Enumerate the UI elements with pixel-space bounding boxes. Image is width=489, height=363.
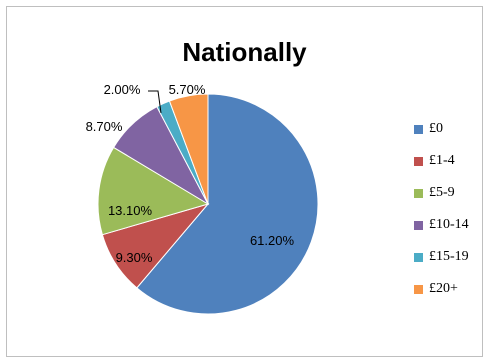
legend-label: £20+ <box>429 281 458 296</box>
legend-item: £1-4 <box>414 152 484 170</box>
data-label: 13.10% <box>108 203 153 218</box>
legend-label: £10-14 <box>429 217 469 232</box>
legend-item: £10-14 <box>414 216 484 234</box>
chart-legend: £0 £1-4 £5-9 £10-14 £15-19 £20+ <box>414 120 484 312</box>
legend-label: £1-4 <box>429 153 455 168</box>
data-label: 2.00% <box>104 82 141 97</box>
legend-swatch <box>414 252 423 262</box>
data-label: 61.20% <box>250 233 295 248</box>
legend-swatch <box>414 156 423 166</box>
legend-swatch <box>414 124 423 134</box>
data-label: 5.70% <box>169 82 206 97</box>
chart-title: Nationally <box>182 37 307 67</box>
data-label: 8.70% <box>86 119 123 134</box>
pie-slice <box>136 93 319 315</box>
legend-item: £20+ <box>414 280 484 298</box>
legend-label: £5-9 <box>429 185 455 200</box>
legend-label: £0 <box>429 121 443 136</box>
legend-item: £0 <box>414 120 484 138</box>
legend-swatch <box>414 220 423 230</box>
data-label: 9.30% <box>116 250 153 265</box>
legend-item: £5-9 <box>414 184 484 202</box>
legend-label: £15-19 <box>429 249 469 264</box>
pie-slice <box>168 93 209 205</box>
legend-swatch <box>414 188 423 198</box>
legend-item: £15-19 <box>414 248 484 266</box>
legend-swatch <box>414 284 423 294</box>
label-leader-line <box>148 90 162 114</box>
pie-slice <box>97 146 210 236</box>
